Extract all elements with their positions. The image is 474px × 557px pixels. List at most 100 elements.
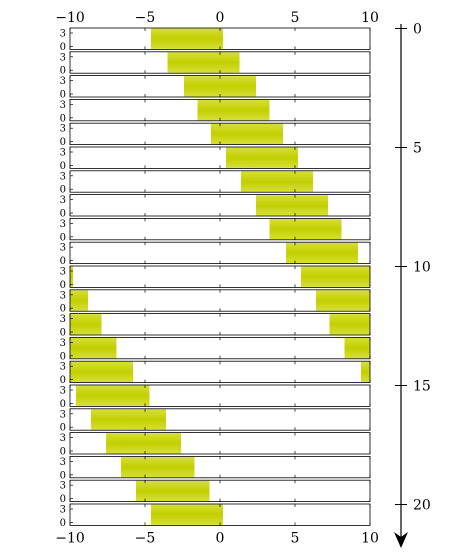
top-xtick-label: 10 — [361, 10, 379, 26]
bottom-x-axis: −10 −5 0 5 10 — [55, 530, 379, 546]
row-10: 30 — [60, 265, 371, 291]
time-tick-label: 20 — [413, 498, 431, 514]
band-row-5-0 — [226, 147, 298, 168]
row-14-ytick-label: 0 — [60, 375, 66, 386]
band-row-10-1 — [70, 266, 73, 287]
band-row-4-0 — [211, 123, 283, 145]
row-17-ytick-label: 3 — [60, 433, 66, 444]
row-4-ytick-label: 0 — [60, 137, 66, 148]
row-4-ytick-label: 3 — [60, 124, 66, 135]
time-tick-label: 5 — [413, 141, 422, 157]
band-row-1-0 — [167, 52, 240, 73]
row-1-ytick-label: 0 — [60, 66, 66, 77]
row-3-ytick-label: 3 — [60, 100, 66, 111]
band-row-20-0 — [151, 504, 223, 525]
band-row-8-0 — [269, 218, 342, 240]
row-15: 30 — [60, 384, 371, 410]
row-18-ytick-label: 0 — [60, 470, 66, 481]
row-19-ytick-label: 3 — [60, 481, 66, 492]
band-row-2-0 — [184, 76, 256, 97]
top-x-axis: −10 −5 0 5 10 — [55, 10, 379, 26]
row-frame-18 — [69, 455, 371, 479]
time-tick-label: 15 — [413, 379, 431, 395]
row-19-ytick-label: 0 — [60, 494, 66, 505]
band-row-19-0 — [136, 480, 210, 502]
bottom-xtick-label: 5 — [291, 530, 300, 546]
chart-rows: 3030303030303030303030303030303030303030… — [60, 27, 371, 529]
band-row-14-0 — [361, 361, 370, 383]
row-frame-19 — [69, 479, 371, 503]
row-0-ytick-label: 0 — [60, 42, 66, 53]
band-row-3-0 — [197, 99, 270, 121]
row-18: 30 — [60, 455, 371, 481]
band-row-15-0 — [76, 385, 150, 406]
row-frame-12 — [69, 313, 371, 336]
time-tick-label: 10 — [413, 260, 431, 276]
row-2-ytick-label: 0 — [60, 90, 66, 101]
row-1: 30 — [60, 51, 371, 77]
row-frame-5 — [69, 146, 371, 169]
row-18-ytick-label: 3 — [60, 457, 66, 468]
row-13-ytick-label: 0 — [60, 351, 66, 362]
row-3: 30 — [60, 99, 371, 124]
row-13-ytick-label: 3 — [60, 338, 66, 349]
row-5-ytick-label: 0 — [60, 161, 66, 172]
band-row-11-1 — [70, 290, 88, 311]
row-9-ytick-label: 3 — [60, 243, 66, 254]
row-15-ytick-label: 0 — [60, 399, 66, 410]
band-row-12-0 — [329, 314, 370, 335]
row-frame-6 — [69, 170, 371, 193]
row-10-ytick-label: 0 — [60, 280, 66, 291]
row-11-ytick-label: 3 — [60, 290, 66, 301]
row-17-ytick-label: 0 — [60, 447, 66, 458]
row-7-ytick-label: 3 — [60, 195, 66, 206]
top-xtick-label: 5 — [291, 10, 300, 26]
row-0: 30 — [60, 27, 371, 53]
band-row-17-0 — [106, 433, 181, 454]
band-row-9-0 — [286, 242, 358, 264]
row-11-ytick-label: 0 — [60, 304, 66, 315]
row-9-ytick-label: 0 — [60, 256, 66, 267]
row-6: 30 — [60, 170, 371, 196]
time-axis: 0 5 10 15 20 — [394, 22, 431, 548]
row-12-ytick-label: 0 — [60, 328, 66, 339]
bottom-xtick-label: 0 — [216, 530, 225, 546]
row-16-ytick-label: 3 — [60, 409, 66, 420]
row-17: 30 — [60, 432, 371, 458]
row-14-ytick-label: 3 — [60, 362, 66, 373]
bottom-xtick-label: −5 — [135, 530, 156, 546]
row-1-ytick-label: 3 — [60, 52, 66, 63]
band-row-13-0 — [344, 337, 370, 359]
row-5-ytick-label: 3 — [60, 148, 66, 159]
top-xtick-label: −10 — [55, 10, 85, 26]
row-20-ytick-label: 0 — [60, 518, 66, 529]
row-0-ytick-label: 3 — [60, 29, 66, 40]
band-row-10-0 — [301, 266, 370, 287]
band-row-14-1 — [70, 361, 133, 383]
band-row-0-0 — [151, 28, 223, 49]
row-12-ytick-label: 3 — [60, 314, 66, 325]
top-xtick-label: 0 — [216, 10, 225, 26]
row-7-ytick-label: 0 — [60, 209, 66, 220]
row-16: 30 — [60, 408, 371, 434]
row-11: 30 — [60, 289, 371, 315]
row-15-ytick-label: 3 — [60, 386, 66, 397]
time-arrow-icon — [394, 532, 408, 548]
row-7: 30 — [60, 194, 371, 220]
top-xtick-label: −5 — [135, 10, 156, 26]
row-13: 30 — [60, 336, 371, 362]
row-16-ytick-label: 0 — [60, 423, 66, 434]
row-14: 30 — [60, 360, 371, 386]
row-9: 30 — [60, 241, 371, 267]
bottom-xtick-label: −10 — [55, 530, 85, 546]
band-row-18-0 — [121, 456, 195, 478]
row-12: 30 — [60, 313, 371, 339]
band-row-12-1 — [70, 314, 102, 335]
row-19: 30 — [60, 479, 371, 505]
time-tick-label: 0 — [413, 22, 422, 38]
row-6-ytick-label: 3 — [60, 171, 66, 182]
row-3-ytick-label: 0 — [60, 113, 66, 124]
row-2: 30 — [60, 75, 371, 101]
band-row-6-0 — [241, 171, 313, 192]
